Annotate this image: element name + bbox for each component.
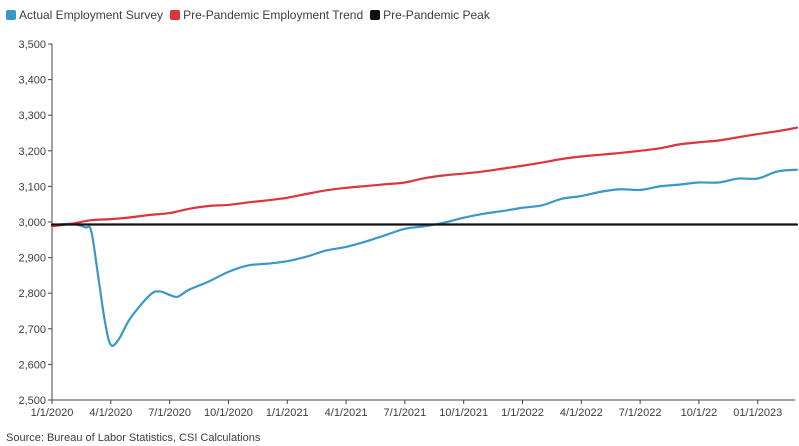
x-tick-label: 1/1/2022	[501, 407, 544, 419]
y-tick-label: 3,400	[18, 75, 46, 87]
x-tick-label: 10/1/2020	[204, 407, 253, 419]
legend-swatch-peak	[370, 10, 381, 20]
x-tick-label: 1/1/2020	[31, 407, 74, 419]
y-tick-label: 2,800	[18, 288, 46, 300]
x-tick-label: 7/1/2021	[383, 407, 426, 419]
legend-swatch-actual	[6, 10, 16, 20]
series-layer	[50, 126, 799, 347]
line-chart: 2,500 2,600 2,700 2,800 2,900 3,000 3,100 3,200…	[18, 39, 799, 419]
x-tick-label: 4/1/2022	[560, 407, 603, 419]
x-tick-label: 4/1/2020	[89, 407, 132, 419]
x-tick-label: 7/1/2020	[148, 407, 191, 419]
legend-label-actual: Actual Employment Survey	[19, 8, 164, 22]
legend-label-peak: Pre-Pandemic Peak	[383, 8, 490, 22]
source-note: Source: Bureau of Labor Statistics, CSI …	[6, 432, 261, 444]
legend: Actual Employment Survey Pre-Pandemic Em…	[6, 8, 497, 22]
legend-item-pre-pandemic-trend[interactable]: Pre-Pandemic Employment Trend	[170, 8, 363, 22]
y-tick-label: 3,500	[18, 39, 46, 51]
y-tick-label: 2,700	[18, 324, 46, 336]
legend-item-pre-pandemic-peak[interactable]: Pre-Pandemic Peak	[370, 8, 490, 22]
x-tick-label: 10/1/22	[681, 407, 718, 419]
x-tick-label: 10/1/2021	[439, 407, 488, 419]
y-tick-label: 2,900	[18, 253, 46, 265]
y-tick-label: 3,000	[18, 217, 46, 229]
legend-item-actual-employment[interactable]: Actual Employment Survey	[6, 8, 163, 22]
series-actual-employment-line	[50, 168, 799, 347]
y-tick-label: 3,200	[18, 146, 46, 158]
y-tick-label: 2,600	[18, 359, 46, 371]
x-tick-label: 4/1/2021	[325, 407, 368, 419]
x-tick-label: 7/1/2022	[619, 407, 662, 419]
x-axis: 1/1/2020 4/1/2020 7/1/2020 10/1/2020 1/1/202…	[31, 399, 795, 419]
series-pre-pandemic-trend-line	[50, 126, 799, 228]
y-tick-label: 2,500	[18, 395, 46, 407]
y-tick-label: 3,300	[18, 110, 46, 122]
y-axis: 2,500 2,600 2,700 2,800 2,900 3,000 3,100 3,200…	[18, 39, 53, 407]
x-tick-label: 1/1/2021	[266, 407, 309, 419]
legend-label-trend: Pre-Pandemic Employment Trend	[183, 8, 364, 22]
y-tick-label: 3,100	[18, 181, 46, 193]
legend-swatch-trend	[170, 10, 181, 20]
x-tick-label: 01/1/2023	[733, 407, 782, 419]
